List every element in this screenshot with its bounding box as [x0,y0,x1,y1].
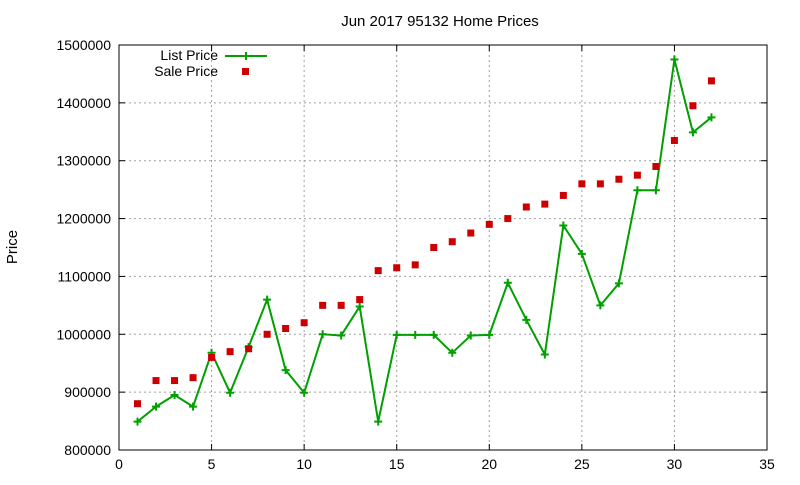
data-point-sale-price [374,267,382,275]
data-point-list-price [670,55,679,64]
y-tick-label: 1000000 [56,326,111,342]
data-point-list-price [707,113,716,122]
data-point-list-price [614,279,623,288]
data-point-list-price [633,186,642,195]
data-point-list-price [226,388,235,397]
data-point-sale-price [189,374,197,382]
data-point-list-price [337,331,346,340]
data-point-sale-price [559,191,567,199]
legend: List Price Sale Price [154,47,267,79]
data-point-list-price [392,330,401,339]
y-tick-label: 1100000 [58,268,112,284]
data-point-list-price [152,402,161,411]
legend-marker-sale-price [242,68,249,75]
data-point-sale-price [670,136,678,144]
data-point-list-price [559,221,568,230]
series-layer [133,55,716,426]
data-point-sale-price [652,163,660,170]
x-tick-label: 0 [115,456,123,472]
data-point-list-price [651,186,660,195]
data-point-sale-price [245,345,253,353]
y-tick-label: 1300000 [56,153,111,169]
data-point-list-price [448,348,457,357]
data-point-list-price [281,366,290,375]
data-point-list-price [540,350,549,359]
y-tick-label: 1400000 [56,95,111,111]
data-point-sale-price [263,330,271,338]
y-tick-label: 1200000 [56,211,111,227]
data-point-list-price [466,331,475,340]
data-point-list-price [503,278,512,287]
data-point-list-price [485,330,494,339]
data-point-sale-price [356,296,364,304]
tick-layer: 0 5 10 15 20 25 30 35 800000 900000 1000000 1100000… [56,37,775,472]
data-point-sale-price [689,102,697,110]
x-tick-label: 35 [759,456,775,472]
data-point-list-price [318,330,327,339]
data-point-list-price [355,302,364,311]
y-tick-label: 900000 [64,384,111,400]
data-point-list-price [133,417,142,426]
legend-label-list-price: List Price [160,47,218,63]
data-point-sale-price [337,301,345,309]
data-point-sale-price [282,325,290,332]
data-point-list-price [429,330,438,339]
y-tick-label: 800000 [64,442,111,458]
data-point-sale-price [633,171,641,179]
plot-border [118,44,768,451]
data-point-sale-price [485,220,493,228]
data-point-sale-price [393,264,401,272]
data-point-sale-price [707,77,715,85]
x-tick-label: 5 [208,456,216,472]
data-point-list-price [374,417,383,426]
data-point-sale-price [430,244,438,251]
data-point-sale-price [134,400,142,408]
legend-label-sale-price: Sale Price [154,63,218,79]
chart-title: Jun 2017 95132 Home Prices [341,13,539,30]
data-point-sale-price [467,229,475,237]
data-point-list-price [577,249,586,258]
data-point-sale-price [171,377,179,385]
data-point-sale-price [522,203,530,211]
y-tick-label: 1500000 [56,37,111,53]
x-tick-label: 10 [296,456,312,472]
data-point-sale-price [448,238,456,246]
data-point-list-price [189,402,198,411]
data-point-list-price [300,388,309,397]
data-point-sale-price [504,215,512,223]
data-point-sale-price [208,353,216,361]
data-point-sale-price [319,301,327,309]
data-point-list-price [596,301,605,310]
series-line-list-price [136,59,713,423]
grid-layer [119,45,767,450]
x-tick-label: 30 [667,456,683,472]
data-point-sale-price [578,180,586,188]
data-point-list-price [411,330,420,339]
data-point-list-price [263,295,272,304]
data-point-sale-price [226,348,234,356]
legend-marker-list-price [242,52,250,60]
data-point-list-price [688,128,697,137]
data-point-sale-price [152,377,160,385]
data-point-sale-price [615,175,623,183]
data-point-sale-price [300,319,308,327]
data-point-list-price [522,315,531,324]
y-axis-label: Price [4,230,21,264]
x-tick-label: 20 [481,456,497,472]
x-tick-label: 25 [574,456,590,472]
data-point-list-price [170,391,179,400]
x-tick-label: 15 [389,456,405,472]
data-point-sale-price [541,200,549,208]
data-point-sale-price [596,180,604,188]
data-point-sale-price [411,261,419,269]
